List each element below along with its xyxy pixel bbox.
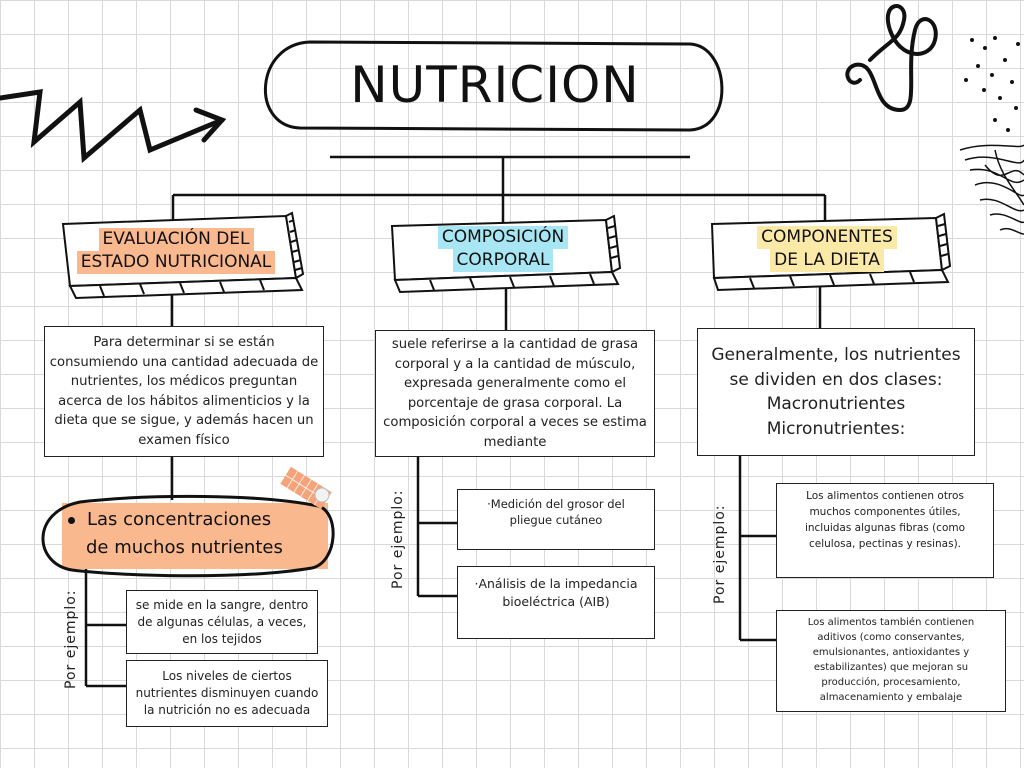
header-componentes: COMPONENTES DE LA DIETA [720, 224, 934, 274]
example-box-col3-2: Los alimentos también contienen aditivos… [776, 610, 1006, 712]
example-box-col2-2: ·Análisis de la impedancia bioeléctrica … [457, 566, 655, 639]
pin-decoration [280, 466, 332, 510]
bullet-icon [68, 516, 75, 524]
header-evaluacion-line1: EVALUACIÓN DEL [98, 228, 254, 251]
scribble-decoration [959, 144, 1024, 235]
example-box-col1-2: Los niveles de ciertos nutrientes dismin… [126, 660, 328, 727]
example-label-col1: Por ejemplo: [63, 589, 79, 689]
header-composicion-line2: CORPORAL [452, 249, 554, 272]
loop-squiggle-decoration [845, 4, 938, 113]
header-composicion: COMPOSICIÓN CORPORAL [398, 224, 608, 274]
title-oval-outline [264, 40, 724, 132]
description-componentes: Generalmente, los nutrientes se dividen … [697, 328, 975, 456]
description-componentes-line2: se dividen en dos clases: [729, 369, 943, 390]
description-componentes-line4: Micronutrientes: [766, 418, 906, 439]
oval-outline [41, 494, 335, 578]
header-componentes-line1: COMPONENTES [757, 226, 897, 249]
description-componentes-line1: Generalmente, los nutrientes [711, 345, 961, 365]
description-evaluacion: Para determinar si se están consumiendo … [44, 326, 324, 457]
zigzag-arrow-decoration [0, 89, 227, 164]
highlight-line2: de muchos nutrientes [86, 537, 283, 558]
header-evaluacion-line2: ESTADO NUTRICIONAL [76, 251, 276, 274]
highlight-line1: Las concentraciones [87, 509, 272, 530]
page-title: NUTRICION [350, 56, 640, 114]
header-evaluacion: EVALUACIÓN DEL ESTADO NUTRICIONAL [58, 222, 294, 280]
dots-decoration [964, 36, 1020, 132]
header-componentes-line2: DE LA DIETA [770, 249, 884, 272]
example-label-col2: Por ejemplo: [390, 489, 406, 589]
example-label-col3: Por ejemplo: [712, 504, 728, 604]
example-box-col2-1: ·Medición del grosor del pliegue cutáneo [457, 489, 655, 550]
example-box-col1-1: se mide en la sangre, dentro de algunas … [126, 590, 318, 654]
description-componentes-line3: Macronutrientes [766, 394, 906, 414]
header-composicion-line1: COMPOSICIÓN [437, 226, 569, 249]
example-box-col3-1: Los alimentos contienen otros muchos com… [776, 483, 994, 578]
highlight-nutrientes: Las concentraciones de muchos nutrientes [64, 506, 326, 566]
description-composicion: suele referirse a la cantidad de grasa c… [375, 330, 655, 457]
